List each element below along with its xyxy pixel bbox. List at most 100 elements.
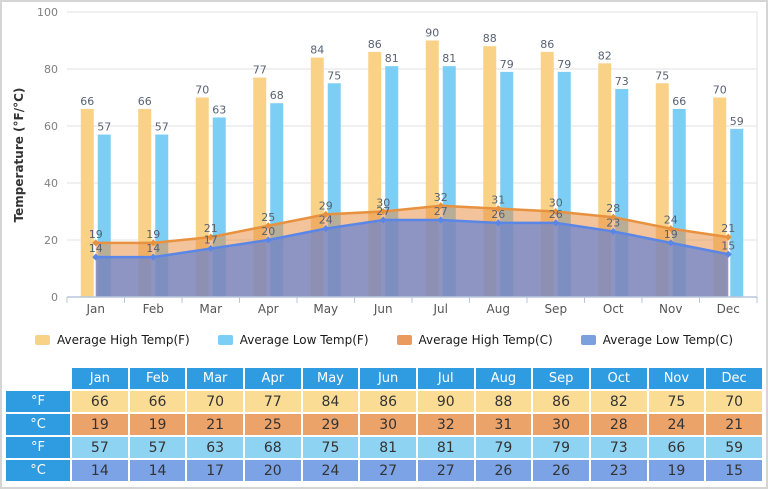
- legend-swatch-average-low-temp-c: [580, 335, 596, 345]
- high-f-label: 82: [598, 49, 612, 62]
- point-marker: [92, 253, 100, 261]
- x-axis-label: Feb: [143, 302, 164, 316]
- point-marker: [264, 222, 272, 230]
- month-header-apr: Apr: [244, 368, 301, 389]
- legend-item-average-low-temp-f[interactable]: Average Low Temp(F): [217, 333, 369, 347]
- temp-cell-aug-row0: 88: [475, 391, 532, 412]
- month-header-jan: Jan: [72, 368, 128, 389]
- point-marker: [264, 236, 272, 244]
- high-f-label: 86: [540, 38, 554, 51]
- series-average-low-temp-c: [92, 216, 732, 297]
- area-fill: [95, 220, 729, 297]
- month-header-oct: Oct: [590, 368, 647, 389]
- temp-cell-may-row1: 29: [302, 414, 359, 435]
- point-marker: [552, 208, 560, 215]
- temp-cell-jul-row0: 90: [417, 391, 474, 412]
- legend-label: Average High Temp(F): [56, 333, 190, 347]
- y-axis-title: Temperature (°F/°C): [12, 87, 26, 223]
- temp-cell-jan-row2: 57: [72, 437, 128, 458]
- temp-cell-oct-row1: 28: [590, 414, 647, 435]
- x-axis-label: Jul: [433, 302, 448, 316]
- low-f-label: 59: [730, 115, 744, 128]
- area-line: [95, 218, 729, 259]
- temp-cell-apr-row1: 25: [244, 414, 301, 435]
- low-c-label: 26: [491, 208, 505, 221]
- month-header-mar: Mar: [187, 368, 243, 389]
- high-c-label: 19: [89, 228, 103, 241]
- point-marker: [322, 210, 330, 218]
- point-marker: [494, 219, 502, 227]
- y-tick-label: 20: [44, 234, 58, 247]
- low-c-label: 15: [721, 239, 735, 252]
- temp-cell-jun-row3: 27: [360, 460, 416, 481]
- month-header-feb: Feb: [129, 368, 186, 389]
- table-header-row: Jan Feb Mar Apr May Jun Jul Aug Sep Oct Nov Dec: [6, 368, 762, 389]
- legend-label: Average High Temp(C): [418, 333, 553, 347]
- low-c-label: 27: [376, 205, 390, 218]
- high-c-label: 30: [549, 197, 563, 210]
- temp-cell-may-row3: 24: [302, 460, 359, 481]
- month-header-jun: Jun: [360, 368, 416, 389]
- temp-cell-sep-row2: 79: [533, 437, 589, 458]
- x-axis-label: Mar: [199, 302, 222, 316]
- y-tick-label: 80: [44, 63, 58, 76]
- high-c-label: 30: [376, 197, 390, 210]
- temp-cell-mar-row0: 70: [187, 391, 243, 412]
- legend-swatch-average-high-temp-f: [34, 335, 50, 345]
- low-f-label: 66: [672, 95, 686, 108]
- temp-cell-sep-row1: 30: [533, 414, 589, 435]
- temp-cell-jun-row0: 86: [360, 391, 416, 412]
- temp-cell-nov-row3: 19: [648, 460, 705, 481]
- temp-cell-apr-row3: 20: [244, 460, 301, 481]
- temp-cell-apr-row0: 77: [244, 391, 301, 412]
- low-c-label: 17: [204, 234, 218, 247]
- x-axis-label: Nov: [659, 302, 682, 316]
- point-marker: [92, 239, 100, 247]
- point-marker: [322, 225, 330, 233]
- temp-cell-nov-row0: 75: [648, 391, 705, 412]
- table-corner-cell: [6, 368, 70, 389]
- chart-legend: Average High Temp(F) Average Low Temp(F) A…: [2, 324, 766, 356]
- bar-average-high-temp-f-jan: [80, 108, 94, 298]
- y-tick-label: 0: [51, 291, 58, 304]
- legend-item-average-low-temp-c[interactable]: Average Low Temp(C): [580, 333, 733, 347]
- high-f-label: 66: [138, 95, 152, 108]
- y-tick-label: 40: [44, 177, 58, 190]
- high-f-label: 66: [80, 95, 94, 108]
- temp-cell-jan-row1: 19: [72, 414, 128, 435]
- low-f-label: 57: [97, 121, 111, 134]
- legend-item-average-high-temp-f[interactable]: Average High Temp(F): [34, 333, 190, 347]
- temp-cell-jun-row2: 81: [360, 437, 416, 458]
- month-header-jul: Jul: [417, 368, 474, 389]
- high-c-label: 25: [261, 211, 275, 224]
- low-c-label: 14: [89, 242, 103, 255]
- temp-cell-mar-row3: 17: [187, 460, 243, 481]
- x-axis-label: Sep: [544, 302, 567, 316]
- low-c-label: 27: [434, 205, 448, 218]
- table-row: °C 19 19 21 25 29 30 32 31 30 28 24 21: [6, 414, 762, 435]
- temperature-chart: 0 20 40 60 80 100 Jan Feb Mar Apr May Jun Jul Aug Sep O…: [37, 6, 758, 316]
- temp-cell-may-row2: 75: [302, 437, 359, 458]
- point-marker: [207, 245, 215, 253]
- temp-cell-mar-row2: 63: [187, 437, 243, 458]
- legend-swatch-average-low-temp-f: [217, 335, 233, 345]
- high-c-label: 21: [721, 222, 735, 235]
- legend-swatch-average-high-temp-c: [396, 335, 412, 345]
- high-c-label: 29: [319, 199, 333, 212]
- high-f-label: 75: [655, 69, 669, 82]
- low-f-label: 75: [327, 69, 341, 82]
- table-row: °C 14 14 17 20 24 27 27 26 26 23 19 15: [6, 460, 762, 481]
- legend-item-average-high-temp-c[interactable]: Average High Temp(C): [396, 333, 553, 347]
- high-c-label: 32: [434, 191, 448, 204]
- point-marker: [667, 239, 675, 247]
- temp-cell-jun-row1: 30: [360, 414, 416, 435]
- x-axis-label: May: [313, 302, 338, 316]
- high-f-label: 77: [253, 64, 267, 77]
- point-marker: [494, 205, 502, 213]
- high-f-label: 90: [425, 27, 439, 40]
- high-f-label: 70: [195, 84, 209, 97]
- temp-cell-dec-row2: 59: [706, 437, 762, 458]
- row-label-1: °C: [6, 414, 70, 435]
- low-f-label: 79: [557, 58, 571, 71]
- temp-cell-apr-row2: 68: [244, 437, 301, 458]
